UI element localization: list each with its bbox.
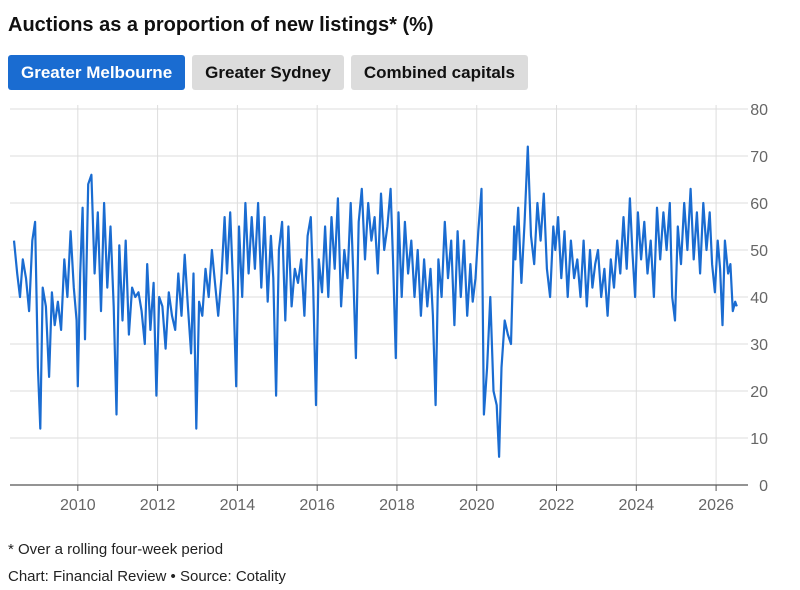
y-tick-label: 70 [750,149,768,166]
y-tick-label: 0 [759,478,768,495]
region-tabs: Greater Melbourne Greater Sydney Combine… [8,55,528,90]
y-tick-label: 40 [750,290,768,307]
y-tick-label: 50 [750,243,768,260]
y-tick-label: 10 [750,431,768,448]
x-tick-label: 2016 [299,497,335,514]
x-tick-label: 2014 [220,497,256,514]
y-tick-label: 60 [750,196,768,213]
y-axis-labels: 0 10 20 30 40 50 60 70 80 [750,102,768,495]
tab-greater-melbourne[interactable]: Greater Melbourne [8,55,186,90]
x-tick-label: 2018 [379,497,415,514]
x-tick-label: 2012 [140,497,176,514]
source-credit: Chart: Financial Review • Source: Cotali… [8,568,286,585]
chart-title: Auctions as a proportion of new listings… [8,14,434,36]
y-tick-label: 30 [750,337,768,354]
x-tick-label: 2022 [539,497,575,514]
x-tick-label: 2010 [60,497,96,514]
x-tick-label: 2024 [619,497,655,514]
footnote: * Over a rolling four-week period [8,541,224,558]
x-axis-labels: 2010 2012 2014 2016 2018 2020 2022 2024 2026 [60,497,734,514]
y-gridlines [10,108,748,486]
tab-greater-sydney[interactable]: Greater Sydney [192,55,344,90]
series-line-0 [12,145,738,458]
series-group [12,145,738,458]
x-tick-label: 2020 [459,497,495,514]
x-tick-label: 2026 [698,497,734,514]
y-tick-label: 20 [750,384,768,401]
y-tick-label: 80 [750,102,768,119]
tab-combined-capitals[interactable]: Combined capitals [350,55,528,90]
